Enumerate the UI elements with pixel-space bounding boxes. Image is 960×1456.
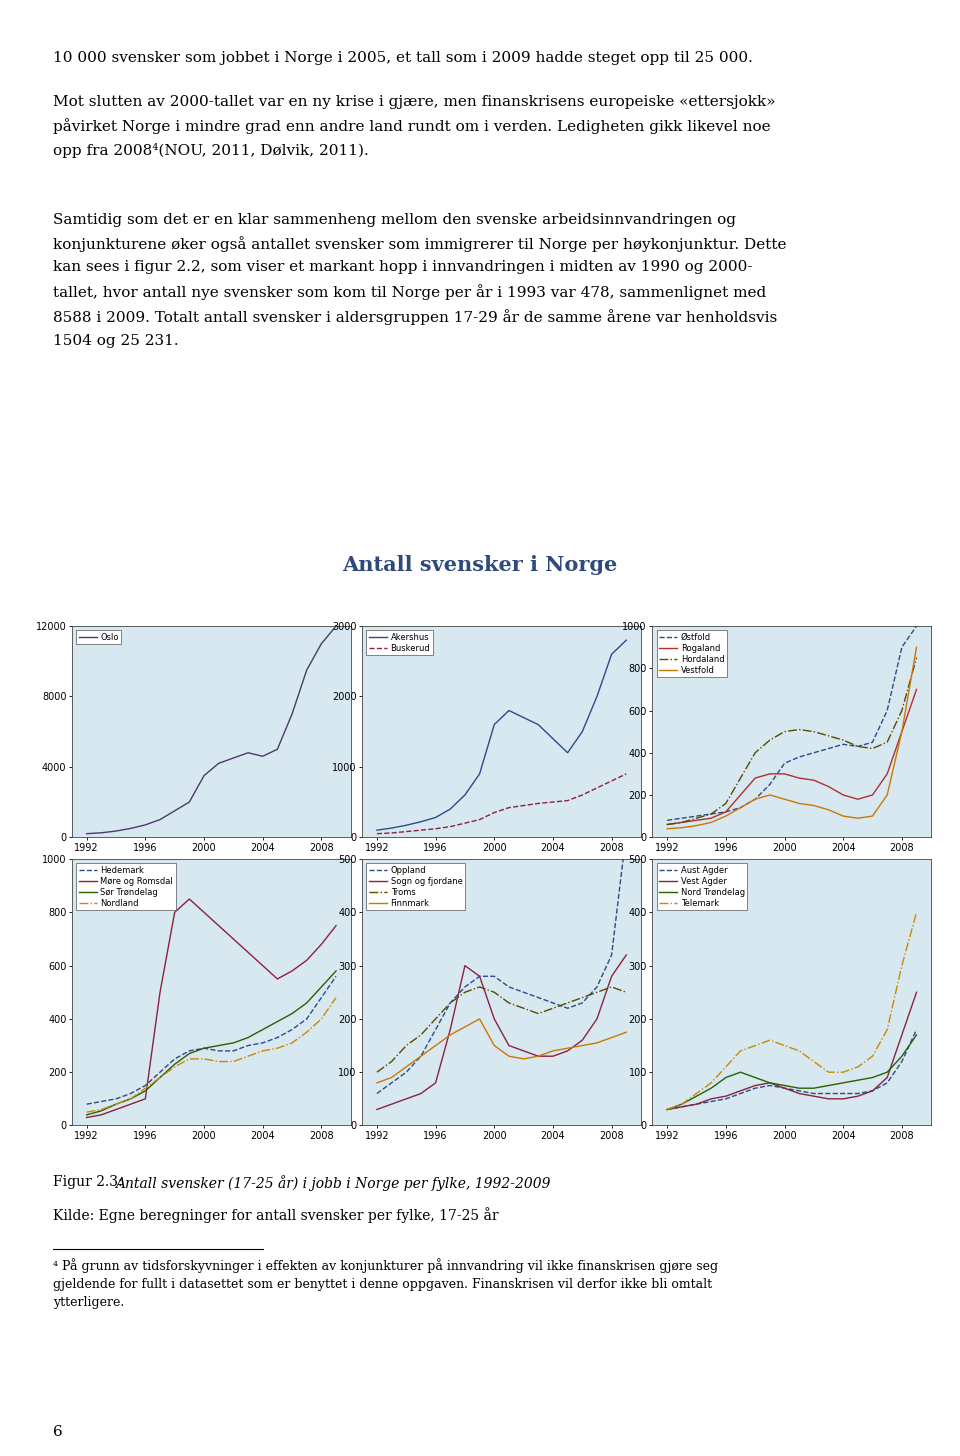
Text: ⁴ På grunn av tidsforskyvninger i effekten av konjunkturer på innvandring vil ik: ⁴ På grunn av tidsforskyvninger i effekt… (53, 1258, 718, 1309)
Text: Samtidig som det er en klar sammenheng mellom den svenske arbeidsinnvandringen o: Samtidig som det er en klar sammenheng m… (53, 213, 786, 348)
Text: Figur 2.3:: Figur 2.3: (53, 1175, 127, 1190)
Legend: Hedemark, Møre og Romsdal, Sør Trøndelag, Nordland: Hedemark, Møre og Romsdal, Sør Trøndelag… (76, 863, 176, 910)
Text: 10 000 svensker som jobbet i Norge i 2005, et tall som i 2009 hadde steget opp t: 10 000 svensker som jobbet i Norge i 200… (53, 51, 753, 66)
Legend: Oppland, Sogn og fjordane, Troms, Finnmark: Oppland, Sogn og fjordane, Troms, Finnma… (367, 863, 465, 910)
Legend: Akershus, Buskerud: Akershus, Buskerud (367, 630, 433, 655)
Text: Antall svensker (17-25 år) i jobb i Norge per fylke, 1992-2009: Antall svensker (17-25 år) i jobb i Norg… (115, 1175, 551, 1191)
Text: Kilde: Egne beregninger for antall svensker per fylke, 17-25 år: Kilde: Egne beregninger for antall svens… (53, 1207, 498, 1223)
Legend: Aust Agder, Vest Agder, Nord Trøndelag, Telemark: Aust Agder, Vest Agder, Nord Trøndelag, … (657, 863, 748, 910)
Text: 6: 6 (53, 1424, 62, 1439)
Legend: Oslo: Oslo (76, 630, 121, 644)
Legend: Østfold, Rogaland, Hordaland, Vestfold: Østfold, Rogaland, Hordaland, Vestfold (657, 630, 727, 677)
Text: Mot slutten av 2000-tallet var en ny krise i gjære, men finanskrisens europeiske: Mot slutten av 2000-tallet var en ny kri… (53, 95, 776, 159)
Text: Antall svensker i Norge: Antall svensker i Norge (343, 555, 617, 575)
